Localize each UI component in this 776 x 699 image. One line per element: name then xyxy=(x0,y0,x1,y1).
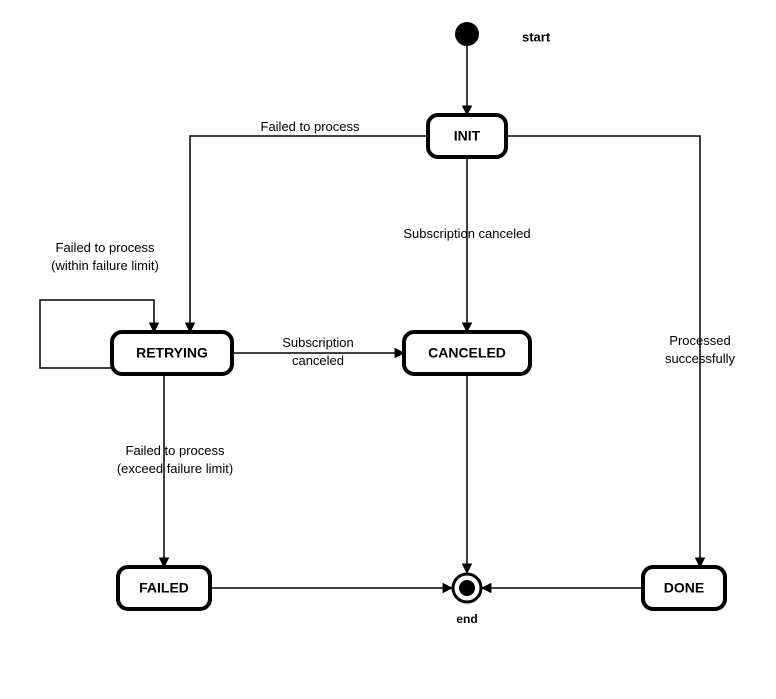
start-label: start xyxy=(522,29,551,44)
edge-retrying-self-label-1: Failed to process xyxy=(56,240,155,255)
node-failed-label: FAILED xyxy=(139,580,189,596)
edge-retrying-self-label-2: (within failure limit) xyxy=(51,258,159,273)
node-canceled-label: CANCELED xyxy=(428,345,506,361)
edge-retrying-failed-label-2: (exceed failure limit) xyxy=(117,461,233,476)
edge-retrying-canceled-label-1: Subscription xyxy=(282,335,354,350)
node-done-label: DONE xyxy=(664,580,704,596)
edge-init-retrying xyxy=(190,136,428,332)
edge-init-retrying-label: Failed to process xyxy=(261,119,360,134)
node-init-label: INIT xyxy=(454,128,481,144)
edge-init-canceled-label: Subscription canceled xyxy=(403,226,530,241)
end-node-inner xyxy=(459,580,475,596)
edge-retrying-canceled-label-2: canceled xyxy=(292,353,344,368)
edge-init-done-label-2: successfully xyxy=(665,351,736,366)
start-node xyxy=(455,22,479,46)
end-label: end xyxy=(456,612,477,626)
edge-retrying-failed-label-1: Failed to process xyxy=(126,443,225,458)
node-retrying-label: RETRYING xyxy=(136,345,208,361)
edge-init-done-label-1: Processed xyxy=(669,333,730,348)
